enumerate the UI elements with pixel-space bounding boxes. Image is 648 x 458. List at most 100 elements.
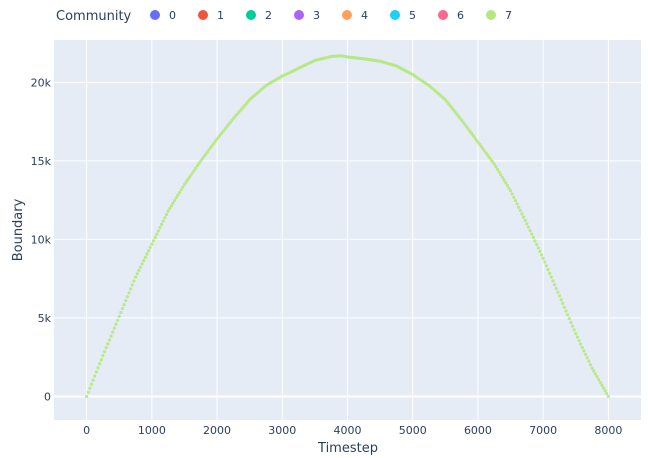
- data-point: [593, 372, 597, 376]
- data-point: [190, 171, 195, 175]
- data-point: [592, 369, 596, 373]
- data-point: [91, 378, 95, 382]
- data-point: [199, 159, 203, 163]
- data-point: [530, 232, 534, 236]
- data-point: [88, 386, 92, 390]
- x-tick-label: 3000: [268, 424, 296, 437]
- data-point: [502, 178, 506, 182]
- data-point: [140, 262, 144, 266]
- data-point: [89, 382, 94, 386]
- data-point: [133, 275, 138, 279]
- data-point: [533, 239, 537, 243]
- data-point: [515, 202, 519, 206]
- x-tick-label: 2000: [203, 424, 231, 437]
- data-point: [603, 389, 607, 393]
- data-point: [189, 173, 193, 177]
- data-point: [562, 305, 566, 309]
- data-point: [500, 175, 505, 179]
- data-point: [151, 239, 156, 243]
- y-tick-label: 5k: [38, 312, 52, 325]
- data-point: [489, 158, 493, 162]
- data-point: [186, 178, 190, 182]
- data-point: [551, 279, 555, 283]
- data-point: [202, 154, 206, 159]
- data-point: [102, 350, 107, 354]
- data-point: [497, 170, 501, 174]
- legend-label[interactable]: 3: [313, 9, 320, 22]
- data-point: [119, 310, 123, 315]
- data-point: [127, 291, 131, 295]
- y-tick-label: 20k: [31, 76, 52, 89]
- data-point: [460, 118, 464, 122]
- data-point: [487, 155, 491, 160]
- data-point: [132, 279, 136, 283]
- data-point: [561, 301, 565, 306]
- data-point: [160, 222, 164, 226]
- legend-marker[interactable]: [150, 10, 160, 20]
- data-point: [574, 332, 578, 336]
- data-point: [577, 338, 581, 343]
- data-point: [564, 309, 568, 313]
- data-point: [124, 299, 128, 303]
- data-point: [181, 185, 185, 189]
- data-point: [463, 122, 467, 127]
- legend-label[interactable]: 1: [217, 9, 224, 22]
- legend-marker[interactable]: [198, 10, 208, 20]
- legend-label[interactable]: 0: [169, 9, 176, 22]
- legend-label[interactable]: 5: [409, 9, 416, 22]
- data-point: [93, 374, 97, 378]
- legend: Community 0 1 2 3 4 5 6 7: [56, 9, 512, 24]
- data-point: [210, 143, 214, 148]
- data-point: [582, 349, 586, 353]
- data-point: [486, 153, 490, 157]
- data-point: [595, 375, 599, 379]
- x-tick-label: 5000: [399, 424, 427, 437]
- data-point: [104, 346, 108, 350]
- data-point: [572, 328, 576, 332]
- legend-label[interactable]: 2: [265, 9, 272, 22]
- data-point: [477, 142, 482, 146]
- y-tick-label: 15k: [31, 155, 52, 168]
- data-point: [479, 144, 483, 149]
- legend-marker[interactable]: [438, 10, 448, 20]
- data-point: [482, 149, 487, 153]
- legend-label[interactable]: 6: [457, 9, 464, 22]
- x-tick-label: 4000: [334, 424, 362, 437]
- legend-marker[interactable]: [246, 10, 256, 20]
- data-point: [207, 148, 211, 152]
- data-point: [122, 302, 126, 307]
- data-point: [598, 380, 602, 384]
- legend-label[interactable]: 4: [361, 9, 368, 22]
- data-point: [536, 246, 540, 250]
- data-point: [135, 272, 139, 276]
- legend-marker[interactable]: [294, 10, 304, 20]
- data-point: [541, 256, 545, 260]
- legend-marker[interactable]: [390, 10, 400, 20]
- data-point: [520, 212, 524, 216]
- x-axis-title: Timestep: [317, 441, 378, 456]
- data-point: [197, 161, 201, 165]
- data-point: [101, 354, 105, 358]
- data-point: [212, 141, 216, 145]
- data-point: [194, 166, 198, 170]
- data-point: [466, 127, 470, 131]
- data-point: [569, 320, 573, 324]
- data-point: [510, 192, 514, 196]
- data-point: [590, 366, 594, 370]
- data-point: [588, 363, 593, 367]
- legend-marker[interactable]: [486, 10, 496, 20]
- series-layer: [85, 54, 610, 399]
- data-point: [114, 322, 118, 326]
- data-point: [504, 181, 508, 185]
- data-point: [587, 359, 591, 363]
- data-point: [549, 275, 553, 279]
- data-point: [473, 136, 477, 140]
- data-point: [484, 151, 488, 155]
- data-point: [155, 232, 159, 236]
- data-point: [145, 252, 149, 256]
- data-point: [99, 358, 103, 362]
- legend-marker[interactable]: [342, 10, 352, 20]
- legend-label[interactable]: 7: [505, 9, 512, 22]
- data-point: [85, 394, 89, 399]
- data-point: [142, 259, 146, 263]
